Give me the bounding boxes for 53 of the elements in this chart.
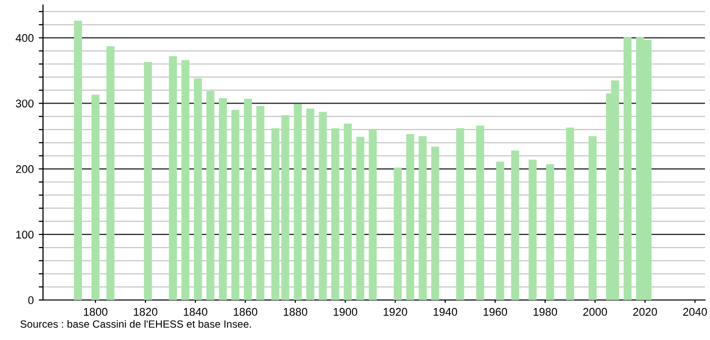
x-tick-label: 1880 bbox=[284, 308, 308, 316]
bar bbox=[194, 78, 202, 300]
x-tick-label: 1840 bbox=[184, 308, 208, 316]
bar bbox=[406, 134, 414, 300]
x-tick-label: 1800 bbox=[84, 308, 108, 316]
x-tick-label: 1900 bbox=[334, 308, 358, 316]
y-tick-label: 0 bbox=[28, 296, 34, 304]
y-tick-label: 300 bbox=[16, 100, 34, 108]
bar bbox=[356, 136, 364, 300]
bar bbox=[566, 128, 574, 300]
bar bbox=[394, 168, 402, 300]
bar bbox=[546, 164, 554, 300]
bar bbox=[344, 124, 352, 300]
bar bbox=[91, 94, 100, 300]
x-tick-label: 1860 bbox=[234, 308, 258, 316]
bar bbox=[511, 150, 520, 300]
bar bbox=[331, 128, 340, 300]
x-tick-label: 1980 bbox=[534, 308, 558, 316]
bar bbox=[181, 60, 190, 300]
source-note: Sources : base Cassini de l'EHESS et base Insee. bbox=[20, 320, 251, 328]
bar bbox=[496, 162, 504, 300]
x-tick-label: 1920 bbox=[384, 308, 408, 316]
bar bbox=[218, 98, 227, 300]
bar bbox=[168, 56, 177, 300]
y-tick-label: 100 bbox=[16, 230, 34, 239]
x-tick-label: 2040 bbox=[683, 308, 707, 316]
bar bbox=[256, 106, 264, 300]
bar bbox=[318, 112, 327, 300]
x-tick-label: 1960 bbox=[484, 308, 508, 316]
x-tick-label: 1820 bbox=[134, 308, 158, 316]
bar bbox=[74, 20, 82, 300]
bar bbox=[306, 108, 314, 300]
bar bbox=[456, 128, 464, 300]
x-tick-label: 1940 bbox=[434, 308, 458, 316]
bar bbox=[294, 104, 302, 300]
bar bbox=[231, 110, 240, 300]
y-tick-label: 400 bbox=[16, 34, 34, 42]
bar bbox=[144, 62, 152, 300]
x-tick-label: 2000 bbox=[583, 308, 608, 316]
bar bbox=[106, 46, 114, 300]
bar bbox=[528, 160, 537, 300]
bar bbox=[368, 128, 377, 300]
bar bbox=[624, 37, 632, 300]
bar bbox=[271, 128, 280, 300]
x-tick-label: 2020 bbox=[633, 308, 657, 316]
bar bbox=[588, 136, 597, 300]
bar bbox=[244, 98, 252, 300]
bar bbox=[476, 126, 484, 300]
bar bbox=[431, 146, 440, 300]
bar bbox=[281, 115, 290, 300]
bar bbox=[206, 90, 214, 300]
bar bbox=[418, 136, 427, 300]
y-tick-label: 200 bbox=[16, 165, 34, 174]
